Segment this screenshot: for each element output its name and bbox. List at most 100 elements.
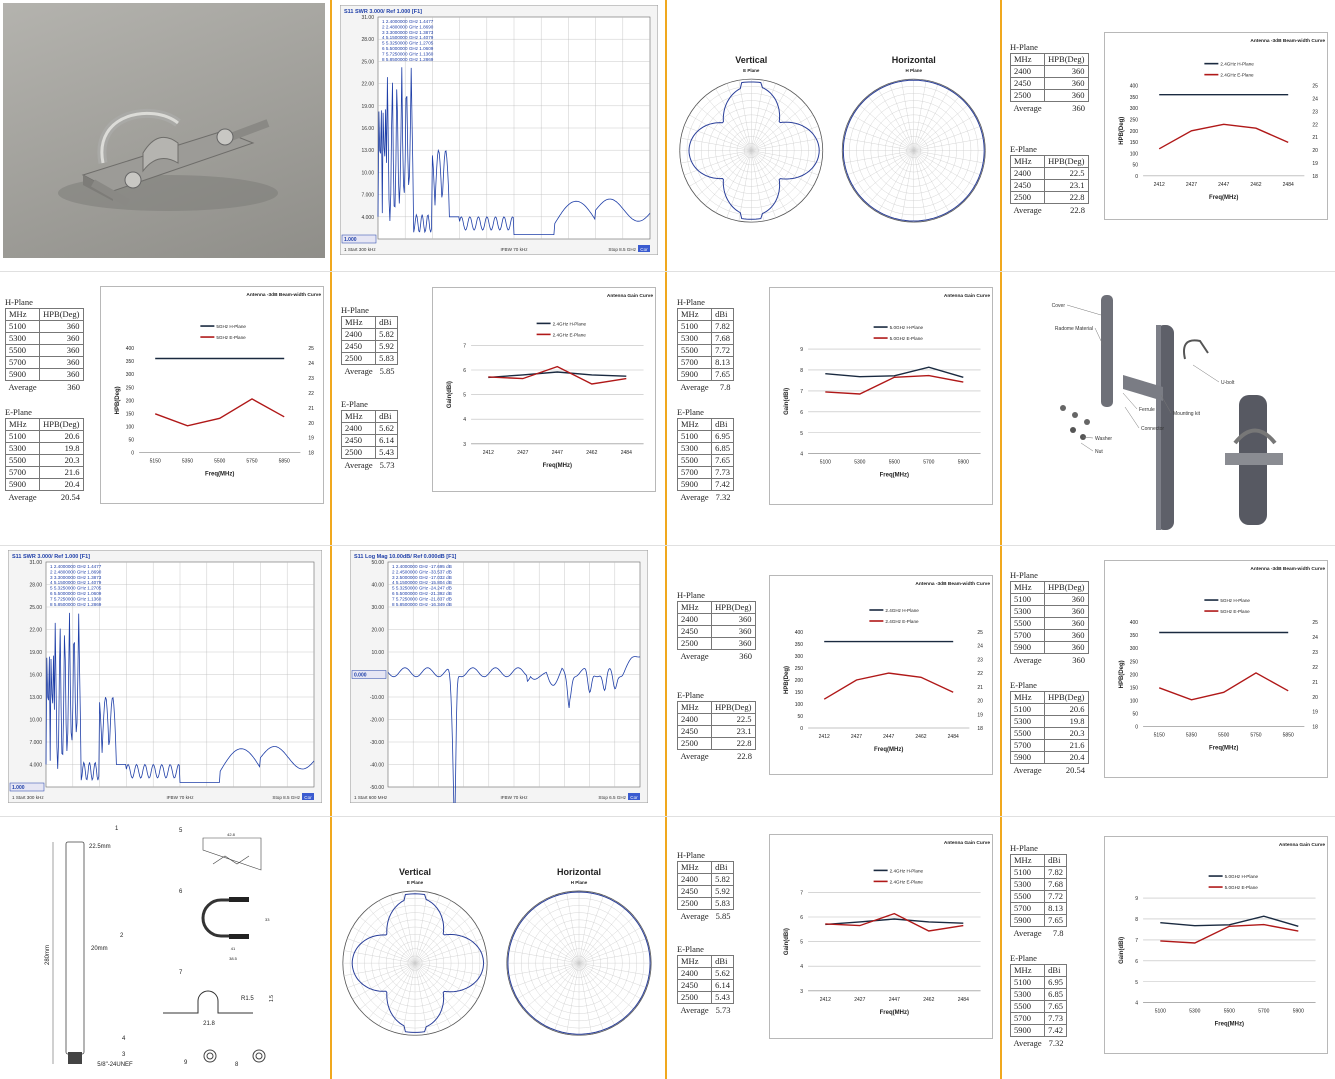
average-cell: 7.32 bbox=[715, 492, 731, 502]
legend-label: 2.4GHz E-Plane bbox=[885, 619, 919, 624]
x-tick-label: 5100 bbox=[1155, 1009, 1166, 1015]
table-cell: 7.68 bbox=[711, 332, 735, 345]
series-line-0 bbox=[1160, 915, 1299, 927]
data-table: MHz dBi 2400 5.82 2450 5.92 2500 5.83 Average 5.8… bbox=[340, 316, 399, 377]
data-table: MHz dBi 2400 5.82 2450 5.92 2500 5.83 Average 5.8… bbox=[676, 861, 735, 922]
callout-number: 9 bbox=[184, 1060, 188, 1066]
polar-title-horizontal: Horizontal bbox=[557, 867, 601, 877]
y-tick-label: 350 bbox=[1130, 95, 1139, 101]
y-tick-label: 4 bbox=[463, 417, 466, 423]
table-row: 5100 6.95 bbox=[676, 430, 735, 443]
table-row: 2450 6.14 bbox=[676, 979, 735, 992]
table-row: 5500 7.65 bbox=[676, 454, 735, 467]
y2-tick-label: 19 bbox=[1312, 710, 1318, 716]
table-cell: 20.4 bbox=[1044, 751, 1089, 764]
table-cell: 5.43 bbox=[711, 991, 735, 1004]
legend-label: 5GHz H-Plane bbox=[1220, 598, 1250, 603]
column-header: MHz bbox=[1009, 155, 1046, 168]
y-tick-label: 400 bbox=[1130, 84, 1139, 90]
y-tick-label: 7 bbox=[800, 890, 803, 896]
table-row: 2450 5.92 bbox=[676, 885, 735, 898]
legend-label: 2.4GHz E-Plane bbox=[890, 879, 924, 884]
table-title: E-Plane bbox=[677, 407, 704, 417]
vswr-plot-bottom-svg: S11 SWR 3.000/ Ref 1.000 [F1]31.00 28.00 2… bbox=[8, 550, 322, 803]
chart-gain-5ghz-row4-svg: Antenna Gain Curve 4 5 6 7 8 9 5100 5300 5500 5700… bbox=[1119, 842, 1325, 1028]
x-tick-label: 2447 bbox=[883, 734, 894, 740]
table-title: H-Plane bbox=[1010, 843, 1038, 853]
column-header: HPB(Deg) bbox=[1044, 581, 1089, 594]
vswr-plot-bottom: S11 SWR 3.000/ Ref 1.000 [F1] 31.00 28.00 2… bbox=[8, 550, 322, 803]
column-header: MHz bbox=[676, 601, 713, 614]
table-title: H-Plane bbox=[5, 297, 33, 307]
x-tick-label: 5850 bbox=[279, 459, 290, 465]
table-cell: 5.92 bbox=[375, 340, 399, 353]
series-line-1 bbox=[825, 912, 964, 932]
start-freq: 1 Start 600 MHz bbox=[354, 795, 388, 800]
y-tick-label: 400 bbox=[126, 346, 135, 352]
table-row: 2500 360 bbox=[1009, 89, 1089, 102]
y-tick-label: 31.00 bbox=[361, 15, 374, 21]
table-row: 5100 6.95 bbox=[1009, 976, 1068, 989]
y2-tick-label: 21 bbox=[308, 406, 314, 412]
y2-tick-label: 25 bbox=[977, 630, 983, 636]
y-tick-label: 4 bbox=[800, 964, 803, 970]
table-cell: 7.72 bbox=[1044, 890, 1068, 903]
average-cell: Average bbox=[344, 460, 373, 470]
chart-title: Antenna Gain Curve bbox=[944, 840, 990, 846]
x-tick-label: 2484 bbox=[621, 450, 632, 456]
chart-gain-24ghz-row4-svg: Antenna Gain Curve 3 4 5 6 7 2412 2427 2447 2462 2… bbox=[784, 840, 990, 1016]
y2-tick-label: 22 bbox=[1312, 665, 1318, 671]
chart-title: Antenna -3dB Beam-width Curve bbox=[915, 581, 990, 587]
table-cell: 5500 bbox=[1009, 890, 1046, 903]
table-cell: 5300 bbox=[1009, 715, 1046, 728]
table-row: 5700 21.6 bbox=[4, 466, 84, 479]
x-tick-label: 5900 bbox=[958, 460, 969, 466]
table-cell: 22.8 bbox=[711, 737, 756, 750]
table-cell: 5300 bbox=[676, 442, 713, 455]
cor-badge: Cor bbox=[630, 795, 638, 800]
x-tick-label: 2427 bbox=[851, 734, 862, 740]
table-cell: 5900 bbox=[676, 478, 713, 491]
dim-label: R1.5 bbox=[241, 996, 254, 1002]
marker-readout: 8 5.8500000 GHz 1.2869 bbox=[382, 57, 434, 62]
table-title: E-Plane bbox=[1010, 680, 1037, 690]
average-cell: Average bbox=[1013, 1038, 1042, 1048]
data-table: MHz dBi 5100 6.95 5300 6.85 5500 7.65 5700 7.73 59… bbox=[1009, 964, 1068, 1049]
table-cell: 5.62 bbox=[375, 422, 399, 435]
table-gain-24ghz-row2: H-Plane MHz dBi 2400 5.82 2450 5.92 2500 5.83 Ave… bbox=[340, 305, 399, 471]
chart-title: Antenna Gain Curve bbox=[944, 293, 990, 299]
table-cell: 5500 bbox=[4, 344, 41, 357]
marker-readout: 7 5.7250000 GHz 1.1360 bbox=[50, 596, 102, 601]
y-tick-label: 19.00 bbox=[361, 104, 374, 110]
legend-label: 5.0GHz E-Plane bbox=[1225, 885, 1259, 890]
table-cell: 5900 bbox=[4, 368, 41, 381]
radiation-pattern-top-svg: Vertical E Plane Horizontal H Plane bbox=[679, 55, 986, 223]
y2-tick-label: 19 bbox=[977, 712, 983, 718]
x-tick-label: 2462 bbox=[923, 997, 934, 1003]
data-table: MHz HPB(Deg) 2400 22.5 2450 23.1 2500 22.8 Avera… bbox=[676, 701, 756, 762]
y-tick-label: 50 bbox=[129, 438, 135, 444]
x-tick-label: 5700 bbox=[1258, 1009, 1269, 1015]
chart-gain-5ghz-row4: Antenna Gain Curve 4 5 6 7 8 9 5100 5300 5500 5700… bbox=[1104, 836, 1328, 1054]
table-cell: 7.65 bbox=[711, 368, 735, 381]
x-tick-label: 5500 bbox=[1224, 1009, 1235, 1015]
table-cell: 2500 bbox=[676, 637, 713, 650]
y-axis-label: Gain(dBi) bbox=[784, 928, 790, 955]
callout-number: 4 bbox=[122, 1036, 126, 1042]
chart-title: Antenna -3dB Beam-width Curve bbox=[1250, 566, 1325, 572]
table-cell: 360 bbox=[39, 356, 84, 369]
data-table: MHz HPB(Deg) 2400 22.5 2450 23.1 2500 22.8 Avera… bbox=[1009, 155, 1089, 216]
table-cell: 5700 bbox=[1009, 739, 1046, 752]
assembly-diagram: Cover Radome Material U-bolt Ferrule Mountin… bbox=[1003, 275, 1333, 543]
y-tick-label: 50.00 bbox=[371, 560, 384, 566]
y-tick-label: 150 bbox=[1130, 140, 1139, 146]
column-header: MHz bbox=[676, 955, 713, 968]
table-cell: 7.82 bbox=[1044, 866, 1068, 879]
y-tick-label: 25.00 bbox=[29, 605, 42, 611]
table-cell: 360 bbox=[711, 613, 756, 626]
y-tick-label: 20.00 bbox=[371, 628, 384, 634]
y-tick-label: 16.00 bbox=[361, 126, 374, 132]
table-cell: 2500 bbox=[340, 352, 377, 365]
table-cell: 360 bbox=[1044, 605, 1089, 618]
table-row: 5300 19.8 bbox=[1009, 715, 1089, 728]
